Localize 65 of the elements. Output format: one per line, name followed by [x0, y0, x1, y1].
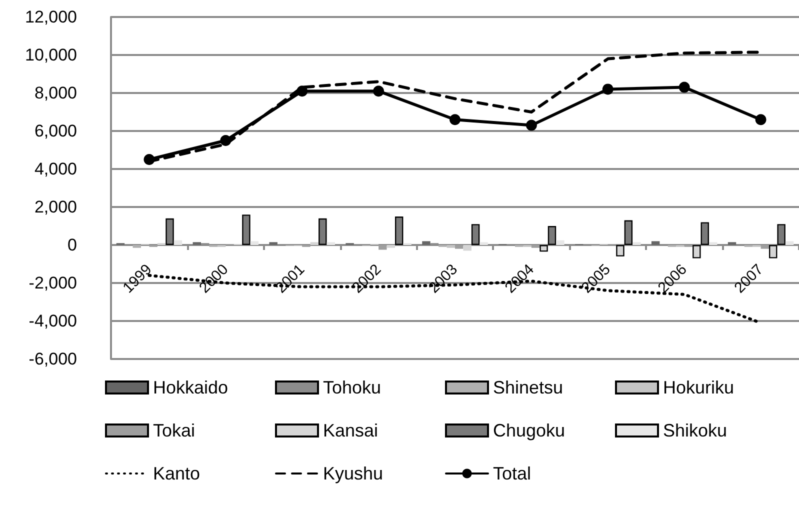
bar: [326, 242, 335, 245]
point: [296, 86, 308, 97]
y-tick-label: 8,000: [34, 84, 77, 102]
legend-label: Kyushu: [323, 464, 384, 484]
bar: [250, 241, 259, 245]
bar: [446, 245, 455, 248]
y-tick-label: 12,000: [25, 8, 77, 26]
bar: [624, 220, 633, 245]
bar: [455, 245, 464, 249]
point: [220, 135, 232, 146]
bar: [760, 245, 769, 249]
legend-label: Tohoku: [323, 378, 382, 398]
bar: [692, 245, 701, 258]
point: [144, 154, 155, 165]
point: [755, 114, 766, 126]
legend-label: Tokai: [153, 420, 196, 440]
legend-label: Kansai: [323, 420, 378, 440]
y-tick-label: 0: [68, 236, 77, 254]
bar: [318, 218, 327, 245]
bar: [768, 245, 778, 258]
bar: [242, 214, 250, 245]
bar: [378, 245, 387, 250]
bar: [531, 245, 540, 248]
legend-label: Hokkaido: [153, 378, 228, 398]
bar: [700, 222, 709, 245]
y-tick-label: -2,000: [28, 274, 77, 292]
bar: [269, 242, 278, 245]
bar: [540, 245, 548, 252]
y-tick-label: 6,000: [34, 122, 77, 140]
bar: [463, 245, 472, 251]
bar: [548, 226, 556, 245]
bar: [480, 242, 488, 245]
y-tick-label: 2,000: [34, 198, 77, 216]
bar: [616, 245, 624, 256]
bar: [632, 242, 641, 245]
bar: [471, 224, 480, 245]
legend-label: Shikoku: [663, 420, 728, 440]
legend-label: Hokuriku: [663, 378, 734, 398]
point: [526, 120, 537, 131]
bar: [310, 242, 319, 245]
y-tick-label: 4,000: [34, 160, 77, 178]
bar: [708, 242, 718, 245]
bar: [166, 218, 174, 245]
bar: [785, 241, 794, 245]
bar: [728, 242, 736, 245]
bar: [394, 216, 404, 245]
bar: [556, 240, 564, 245]
legend-label: Total: [493, 464, 532, 484]
bar: [192, 242, 202, 245]
point: [678, 82, 690, 93]
point: [373, 86, 384, 97]
bar: [174, 240, 182, 245]
bar: [422, 241, 430, 245]
point: [450, 114, 460, 126]
bar: [651, 241, 660, 245]
legend-label: Chugoku: [493, 420, 566, 440]
legend-label: Kanto: [153, 464, 200, 484]
point: [602, 84, 614, 95]
y-tick-label: -4,000: [28, 312, 77, 330]
legend-label: Shinetsu: [493, 378, 564, 398]
y-tick-label: 10,000: [25, 46, 77, 64]
bar: [777, 224, 786, 245]
y-tick-label: -6,000: [28, 350, 77, 368]
bar: [132, 245, 142, 248]
bar: [386, 245, 395, 248]
